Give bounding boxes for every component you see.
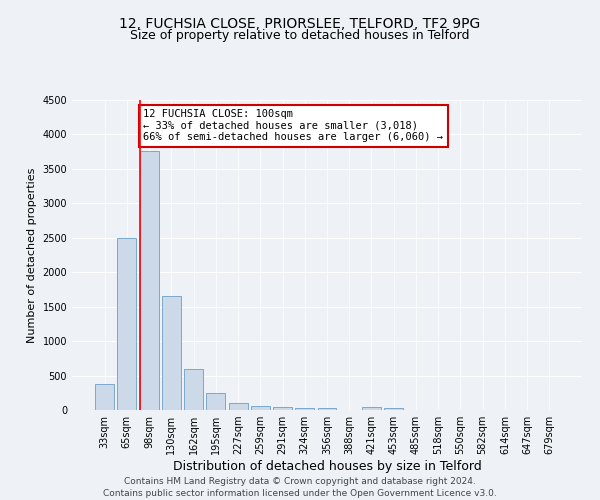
- Bar: [295, 408, 314, 410]
- Text: 12 FUCHSIA CLOSE: 100sqm
← 33% of detached houses are smaller (3,018)
66% of sem: 12 FUCHSIA CLOSE: 100sqm ← 33% of detach…: [143, 110, 443, 142]
- Bar: [229, 403, 248, 410]
- Text: Size of property relative to detached houses in Telford: Size of property relative to detached ho…: [130, 29, 470, 42]
- Bar: [184, 368, 203, 410]
- Bar: [95, 384, 114, 410]
- Bar: [384, 408, 403, 410]
- Bar: [140, 151, 158, 410]
- Bar: [362, 406, 381, 410]
- Text: 12, FUCHSIA CLOSE, PRIORSLEE, TELFORD, TF2 9PG: 12, FUCHSIA CLOSE, PRIORSLEE, TELFORD, T…: [119, 18, 481, 32]
- X-axis label: Distribution of detached houses by size in Telford: Distribution of detached houses by size …: [173, 460, 481, 473]
- Text: Contains HM Land Registry data © Crown copyright and database right 2024.
Contai: Contains HM Land Registry data © Crown c…: [103, 476, 497, 498]
- Bar: [317, 408, 337, 410]
- Y-axis label: Number of detached properties: Number of detached properties: [27, 168, 37, 342]
- Bar: [162, 296, 181, 410]
- Bar: [251, 406, 270, 410]
- Bar: [273, 407, 292, 410]
- Bar: [118, 238, 136, 410]
- Bar: [206, 394, 225, 410]
